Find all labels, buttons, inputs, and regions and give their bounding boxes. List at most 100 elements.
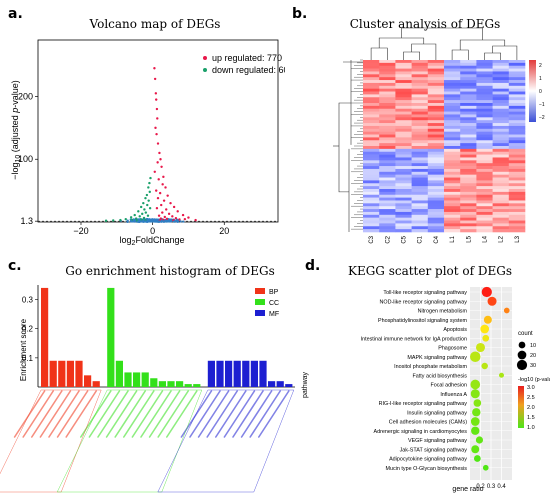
heatmap-cell: [363, 146, 380, 150]
go-bar: [107, 287, 115, 387]
heatmap-cell: [379, 189, 396, 193]
volcano-point: [155, 98, 158, 101]
heatmap-cell: [444, 77, 461, 81]
heatmap-cell: [395, 166, 412, 170]
heatmap-cell: [411, 189, 429, 193]
heatmap-cell: [427, 151, 445, 155]
heatmap-cell: [460, 60, 477, 64]
heatmap-cell: [444, 60, 461, 64]
heatmap-cell: [395, 217, 412, 221]
heatmap-cell: [508, 177, 526, 181]
volcano-point: [162, 199, 166, 202]
volcano-title: Volcano map of DEGs: [89, 17, 221, 31]
heatmap-cell: [476, 197, 493, 201]
go-ytick-label: 0.3: [22, 296, 34, 305]
heatmap-cell: [444, 71, 461, 75]
volcano-xtick-label: 0: [150, 226, 155, 236]
heatmap-cell: [492, 168, 510, 173]
kegg-pathway-label: VEGF signaling pathway: [408, 438, 467, 444]
volcano-point: [164, 186, 167, 189]
column-dendrogram: [451, 49, 469, 60]
heatmap-cell: [444, 62, 461, 67]
heatmap-cell: [444, 226, 461, 230]
heatmap-cell: [444, 177, 461, 181]
volcano-point: [147, 220, 151, 223]
go-bar: [41, 287, 49, 387]
heatmap-cell: [395, 85, 412, 89]
heatmap-cell: [508, 74, 526, 78]
heatmap-cell: [395, 123, 412, 127]
volcano-point: [124, 217, 127, 221]
heatmap-cell: [411, 197, 429, 201]
volcano-point: [153, 67, 156, 70]
volcano-point: [165, 217, 169, 221]
heatmap-cell: [379, 186, 396, 190]
volcano-point: [158, 191, 162, 195]
heatmap-cell: [427, 60, 445, 64]
heatmap-cell: [395, 97, 412, 101]
heatmap-cell: [379, 105, 396, 110]
go-bar: [276, 381, 284, 387]
heatmap-cell: [427, 97, 445, 101]
heatmap-cell: [476, 206, 493, 210]
heatmap-cell: [379, 209, 396, 213]
heatmap-cell: [476, 80, 493, 84]
go-ytick-label: 0.2: [22, 325, 34, 334]
heatmap-cell: [492, 157, 510, 161]
heatmap-cell: [379, 97, 396, 101]
heatmap-cell: [508, 111, 526, 115]
heatmap-cell: [476, 91, 493, 95]
heatmap-cell: [379, 134, 396, 138]
volcano-point: [161, 211, 164, 214]
volcano-point: [156, 117, 159, 120]
go-bar: [115, 360, 123, 387]
heatmap-cell: [492, 123, 510, 127]
heatmap-cell: [508, 123, 526, 127]
kegg-pathway-label: Apoptosis: [443, 327, 467, 333]
go-category-label: [39, 390, 72, 438]
heatmap-cell: [411, 120, 429, 124]
heatmap-cell: [395, 128, 412, 132]
go-category-label: [65, 390, 97, 438]
heatmap-cell: [427, 197, 445, 201]
heatmap-cell: [379, 125, 396, 130]
kegg-xtick-label: 0.2: [476, 484, 485, 490]
heatmap-cell: [363, 137, 380, 141]
heatmap-cell: [492, 94, 510, 98]
heatmap-cell: [427, 189, 445, 193]
heatmap-cell: [476, 120, 493, 124]
heatmap-cell: [411, 68, 429, 72]
volcano-legend-label: up regulated: 770: [212, 53, 282, 63]
heatmap-cell: [411, 105, 429, 110]
heatmap-cell: [444, 105, 461, 110]
heatmap-cell: [411, 211, 429, 216]
volcano-point: [104, 219, 108, 222]
heatmap-cell: [492, 200, 510, 204]
go-bar: [207, 360, 215, 387]
volcano-point: [194, 218, 197, 222]
heatmap-cell: [460, 214, 477, 218]
heatmap-cell: [492, 166, 510, 170]
heatmap-cell: [492, 103, 510, 107]
heatmap-cell: [363, 180, 380, 184]
colorbar-tick-label: −2: [539, 115, 545, 121]
heatmap-cell: [476, 168, 493, 173]
heatmap-cell: [460, 206, 477, 210]
kegg-xtick-label: 0.4: [497, 484, 506, 490]
heatmap-cell: [379, 94, 396, 98]
heatmap-cell: [476, 146, 493, 150]
heatmap-cell: [460, 194, 477, 198]
heatmap-cell: [508, 77, 526, 81]
heatmap-cell: [411, 131, 429, 135]
heatmap-cell: [492, 191, 510, 196]
kegg-pathway-label: Insulin signaling pathway: [407, 410, 467, 416]
heatmap-cell: [363, 189, 380, 193]
heatmap-cell: [476, 62, 493, 67]
heatmap-cell: [492, 214, 510, 218]
heatmap-cell: [395, 74, 412, 78]
heatmap-cell: [444, 131, 461, 135]
heatmap-cell: [476, 94, 493, 98]
heatmap-cell: [508, 223, 526, 227]
heatmap-cell: [411, 186, 429, 190]
heatmap-cell: [379, 71, 396, 75]
